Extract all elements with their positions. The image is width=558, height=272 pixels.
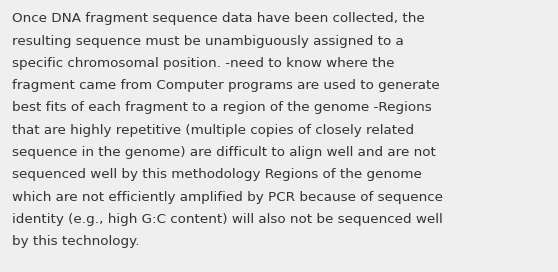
Text: by this technology.: by this technology. [12,235,140,248]
Text: Once DNA fragment sequence data have been collected, the: Once DNA fragment sequence data have bee… [12,12,425,25]
Text: best fits of each fragment to a region of the genome -Regions: best fits of each fragment to a region o… [12,101,432,115]
Text: that are highly repetitive (multiple copies of closely related: that are highly repetitive (multiple cop… [12,124,415,137]
Text: sequence in the genome) are difficult to align well and are not: sequence in the genome) are difficult to… [12,146,436,159]
Text: specific chromosomal position. -need to know where the: specific chromosomal position. -need to … [12,57,395,70]
Text: which are not efficiently amplified by PCR because of sequence: which are not efficiently amplified by P… [12,191,443,204]
Text: identity (e.g., high G:C content) will also not be sequenced well: identity (e.g., high G:C content) will a… [12,213,443,226]
Text: resulting sequence must be unambiguously assigned to a: resulting sequence must be unambiguously… [12,35,404,48]
Text: fragment came from Computer programs are used to generate: fragment came from Computer programs are… [12,79,440,92]
Text: sequenced well by this methodology Regions of the genome: sequenced well by this methodology Regio… [12,168,422,181]
